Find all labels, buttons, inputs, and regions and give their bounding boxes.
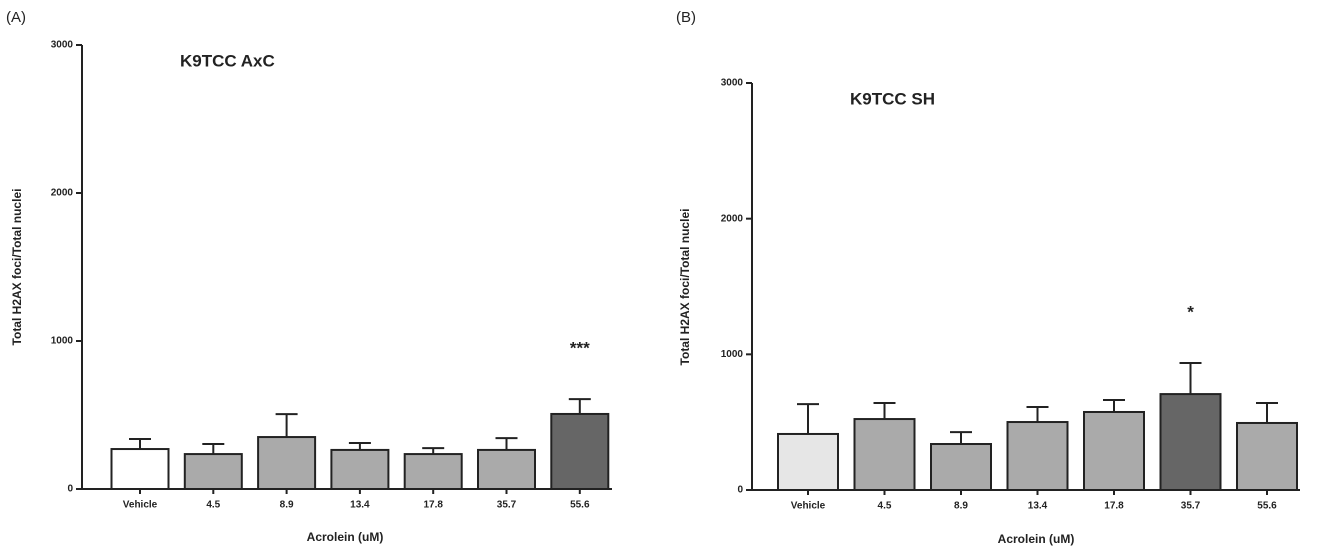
bar	[550, 412, 610, 490]
x-tick-label: Vehicle	[123, 500, 158, 511]
bar	[853, 418, 916, 491]
y-tick-label: 3000	[51, 40, 74, 51]
bar	[1083, 410, 1145, 491]
bar	[1236, 421, 1298, 491]
x-tick-label: 8.9	[954, 501, 968, 512]
y-tick-label: 3000	[721, 78, 744, 89]
bar	[330, 448, 390, 491]
y-tick-label: 0	[67, 484, 73, 495]
x-tick-label: 8.9	[280, 500, 294, 511]
panel-label: (A)	[6, 9, 26, 26]
bar	[1159, 393, 1222, 492]
x-axis-label: Acrolein (uM)	[998, 532, 1075, 546]
bar	[777, 432, 839, 491]
significance-marker: ***	[570, 339, 590, 358]
bar	[183, 453, 243, 490]
x-tick-label: 13.4	[1028, 501, 1048, 512]
x-tick-label: 35.7	[1181, 501, 1201, 512]
significance-marker: *	[1187, 303, 1194, 322]
panel-label: (B)	[676, 9, 696, 26]
x-tick-label: 35.7	[497, 500, 517, 511]
x-tick-label: 13.4	[350, 500, 370, 511]
y-axis-label: Total H2AX foci/Total nuclei	[678, 209, 692, 366]
bar	[477, 448, 536, 491]
chart-title: K9TCC SH	[850, 89, 935, 108]
y-tick-label: 1000	[721, 349, 744, 360]
bar	[930, 443, 992, 492]
y-tick-label: 2000	[721, 213, 744, 224]
x-tick-label: 55.6	[1257, 501, 1277, 512]
y-tick-label: 0	[737, 485, 743, 496]
y-axis-label: Total H2AX foci/Total nuclei	[10, 189, 24, 346]
bar	[110, 448, 170, 491]
x-axis-label: Acrolein (uM)	[307, 530, 384, 544]
x-tick-label: Vehicle	[791, 501, 826, 512]
y-tick-label: 1000	[51, 336, 74, 347]
bar	[257, 436, 317, 490]
chart-title: K9TCC AxC	[180, 51, 275, 70]
x-tick-label: 17.8	[423, 500, 443, 511]
bar	[1006, 421, 1069, 492]
x-tick-label: 17.8	[1104, 501, 1124, 512]
x-tick-label: 4.5	[206, 500, 220, 511]
x-tick-label: 55.6	[570, 500, 590, 511]
y-tick-label: 2000	[51, 188, 74, 199]
x-tick-label: 4.5	[878, 501, 892, 512]
bar	[403, 453, 463, 490]
